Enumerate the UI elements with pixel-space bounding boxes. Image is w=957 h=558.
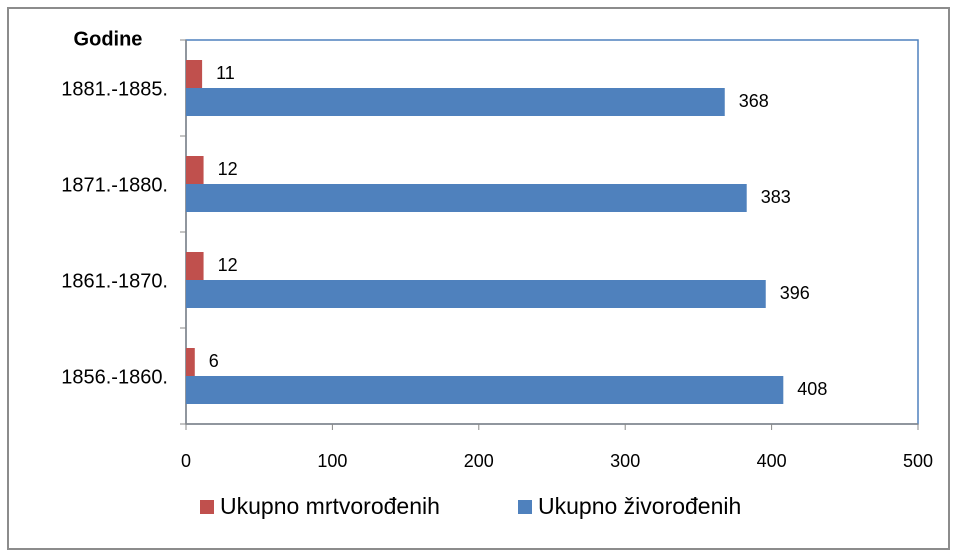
- legend-label: Ukupno mrtvorođenih: [220, 493, 440, 519]
- data-label: 368: [739, 91, 769, 111]
- bar: [186, 156, 204, 184]
- bar: [186, 280, 766, 308]
- data-label: 12: [218, 255, 238, 275]
- category-label: 1871.-1880.: [61, 174, 168, 196]
- x-tick-label: 0: [181, 451, 191, 471]
- bar: [186, 60, 203, 88]
- category-label: 1856.-1860.: [61, 366, 168, 388]
- category-label: 1881.-1885.: [61, 78, 168, 100]
- legend-swatch: [518, 500, 532, 514]
- data-label: 12: [218, 159, 238, 179]
- category-label: 1861.-1870.: [61, 270, 168, 292]
- y-axis-label: Godine: [74, 28, 143, 50]
- data-label: 383: [761, 187, 791, 207]
- bar: [186, 88, 725, 116]
- x-tick-label: 500: [903, 451, 933, 471]
- bar: [186, 376, 784, 404]
- bar: [186, 252, 204, 280]
- data-label: 396: [780, 283, 810, 303]
- x-tick-label: 400: [757, 451, 787, 471]
- x-tick-label: 200: [464, 451, 494, 471]
- x-tick-label: 300: [610, 451, 640, 471]
- data-label: 6: [209, 351, 219, 371]
- legend-swatch: [200, 500, 214, 514]
- legend-label: Ukupno živorođenih: [538, 493, 741, 519]
- bar: [186, 184, 747, 212]
- data-label: 408: [797, 379, 827, 399]
- data-label: 11: [216, 63, 235, 83]
- x-tick-label: 100: [317, 451, 347, 471]
- bar: [186, 348, 195, 376]
